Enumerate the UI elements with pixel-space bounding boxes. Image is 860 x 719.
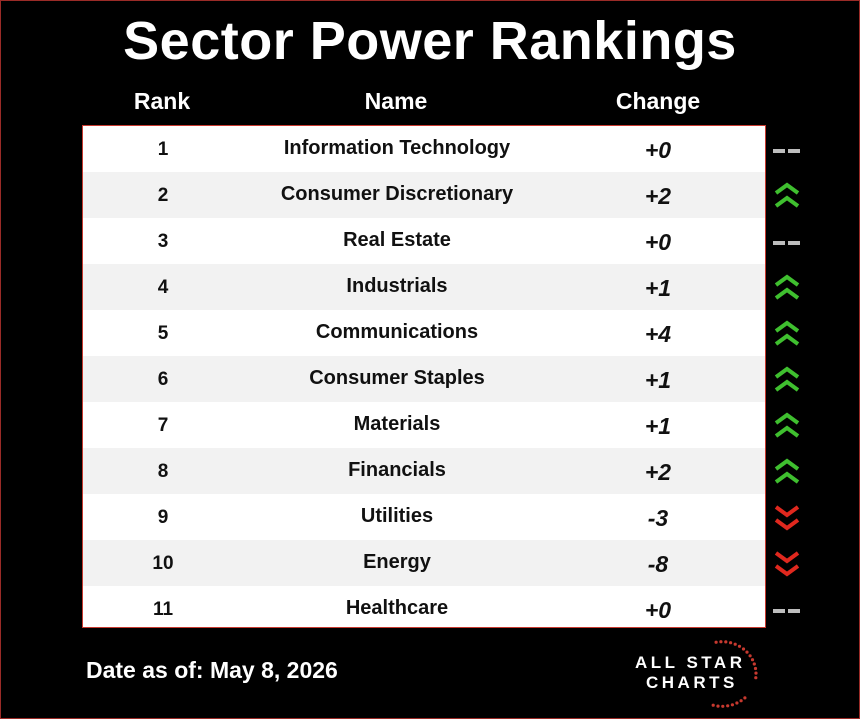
logo-line-1: ALL STAR xyxy=(635,653,746,672)
sector-name-cell: Industrials xyxy=(346,275,448,297)
rankings-table: 1 Information Technology +0 2 Consumer Discr… xyxy=(82,125,766,628)
rank-cell: 2 xyxy=(157,185,169,206)
sector-name-cell: Information Technology xyxy=(283,137,511,159)
sector-name-cell: Utilities xyxy=(360,505,434,527)
change-cell: +0 xyxy=(644,597,672,623)
sector-name-cell: Consumer Staples xyxy=(309,367,485,389)
sector-name-cell: Real Estate xyxy=(343,229,451,251)
rank-cell: 4 xyxy=(157,277,169,298)
flat-dash-icon xyxy=(770,586,806,632)
rank-cell: 3 xyxy=(157,231,169,252)
all-star-charts-logo: ALL STAR CHARTS xyxy=(614,630,784,710)
table-row: 10 Energy -8 xyxy=(83,540,765,586)
double-chevron-up-icon xyxy=(770,172,806,218)
change-cell: +1 xyxy=(644,367,672,393)
change-cell: +0 xyxy=(644,137,672,163)
double-chevron-down-icon xyxy=(770,494,806,540)
change-cell: -3 xyxy=(647,505,669,531)
page-title: Sector Power Rankings xyxy=(123,11,737,71)
change-cell: +0 xyxy=(644,229,672,255)
sector-name-cell: Communications xyxy=(315,321,479,343)
table-row: 11 Healthcare +0 xyxy=(83,586,765,632)
change-cell: +2 xyxy=(644,459,672,485)
double-chevron-down-icon xyxy=(770,540,806,586)
table-row: 8 Financials +2 xyxy=(83,448,765,494)
table-row: 5 Communications +4 xyxy=(83,310,765,356)
table-row: 9 Utilities -3 xyxy=(83,494,765,540)
column-header-change: Change xyxy=(615,88,701,114)
table-row: 3 Real Estate +0 xyxy=(83,218,765,264)
as-of-date: Date as of: May 8, 2026 xyxy=(86,657,338,683)
change-cell: +2 xyxy=(644,183,672,209)
rank-cell: 9 xyxy=(157,507,169,528)
rank-cell: 11 xyxy=(152,599,174,620)
flat-dash-icon xyxy=(770,218,806,264)
sector-name-cell: Financials xyxy=(348,459,446,481)
table-row: 7 Materials +1 xyxy=(83,402,765,448)
change-cell: -8 xyxy=(647,551,669,577)
rank-cell: 7 xyxy=(157,415,169,436)
change-cell: +1 xyxy=(644,275,672,301)
table-row: 6 Consumer Staples +1 xyxy=(83,356,765,402)
double-chevron-up-icon xyxy=(770,356,806,402)
table-row: 2 Consumer Discretionary +2 xyxy=(83,172,765,218)
flat-dash-icon xyxy=(770,126,806,172)
sector-name-cell: Consumer Discretionary xyxy=(280,183,514,205)
sector-name-cell: Materials xyxy=(353,413,441,435)
rank-cell: 5 xyxy=(157,323,169,344)
change-cell: +1 xyxy=(644,413,672,439)
rank-cell: 1 xyxy=(157,139,169,160)
table-row: 4 Industrials +1 xyxy=(83,264,765,310)
column-header-name: Name xyxy=(364,88,428,114)
change-cell: +4 xyxy=(644,321,672,347)
sector-name-cell: Healthcare xyxy=(345,597,449,619)
table-row: 1 Information Technology +0 xyxy=(83,126,765,172)
column-header-rank: Rank xyxy=(133,88,191,114)
double-chevron-up-icon xyxy=(770,402,806,448)
double-chevron-up-icon xyxy=(770,310,806,356)
rank-cell: 8 xyxy=(157,461,169,482)
double-chevron-up-icon xyxy=(770,448,806,494)
sector-name-cell: Energy xyxy=(363,551,431,573)
logo-star-ring xyxy=(711,640,758,708)
logo-line-2: CHARTS xyxy=(646,673,738,692)
rank-cell: 6 xyxy=(157,369,169,390)
double-chevron-up-icon xyxy=(770,264,806,310)
rank-cell: 10 xyxy=(152,553,174,574)
